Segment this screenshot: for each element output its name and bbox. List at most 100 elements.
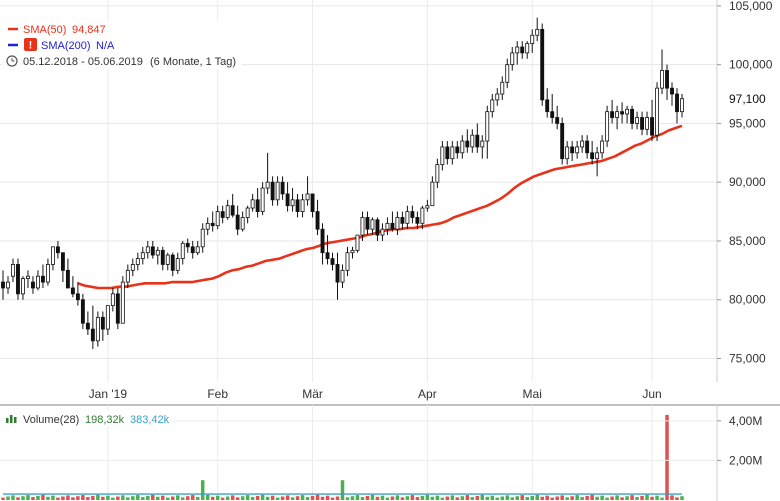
candle [150, 240, 155, 259]
volume-bar [385, 497, 390, 500]
volume-bar [530, 495, 534, 500]
volume-bar [410, 495, 415, 500]
candle-body-up [615, 111, 620, 118]
candle-body-down [280, 181, 285, 195]
sma50-line [77, 124, 683, 290]
volume-bar [195, 497, 200, 500]
volume-bar [136, 495, 140, 500]
volume-bar [640, 495, 644, 500]
volume-bar [190, 495, 195, 500]
candle [590, 141, 595, 165]
sma200-value: N/A [96, 40, 115, 52]
candle [535, 17, 540, 42]
candle [115, 287, 120, 330]
volume-bar [430, 496, 435, 500]
candle [560, 117, 565, 165]
volume-bar [445, 496, 450, 500]
sma200-label: SMA(200) [41, 40, 91, 52]
candle [390, 211, 395, 232]
candle-body-up [45, 264, 50, 283]
candle [280, 176, 285, 200]
candle [565, 141, 570, 165]
candle-body-down [665, 70, 669, 89]
candle-body-up [205, 222, 210, 230]
volume-bar [31, 497, 35, 500]
candle [435, 158, 440, 189]
candle-body-up [395, 217, 400, 230]
volume-legend-background [2, 411, 170, 427]
candle [375, 217, 380, 241]
candle-body-down [40, 275, 45, 283]
candle [605, 105, 610, 147]
volume-tick-label: 4,00M [729, 414, 762, 428]
volume-bar [420, 495, 425, 500]
candle [345, 246, 350, 277]
candle-body-down [375, 219, 380, 236]
candle-body-down [220, 211, 225, 218]
volume-bar [21, 496, 25, 500]
candle [245, 205, 250, 224]
volume-bar [81, 495, 85, 500]
candle [310, 193, 315, 218]
candle [480, 135, 485, 159]
candle [155, 246, 160, 265]
y-tick-label: 90,000 [729, 175, 766, 189]
candle-body-up [175, 258, 180, 271]
candle-body-up [470, 134, 475, 148]
candle [70, 276, 75, 298]
candle [430, 176, 435, 207]
candle [36, 270, 40, 291]
candle [580, 135, 585, 153]
volume-bar [171, 496, 175, 500]
candle [40, 264, 45, 288]
candle-body-up [345, 252, 350, 271]
candle-body-down [315, 211, 320, 230]
candle [275, 176, 280, 206]
candle-body-down [365, 217, 370, 230]
candle-body-down [185, 242, 190, 248]
candle-body-up [565, 146, 570, 160]
volume-bar [131, 496, 135, 500]
candle [270, 176, 275, 206]
volume-bar [635, 497, 639, 500]
candle [555, 105, 560, 130]
candle [665, 64, 669, 100]
candle-body-down [675, 93, 679, 113]
candle [325, 235, 330, 265]
candle [45, 258, 50, 286]
volume-bar [660, 497, 664, 500]
volume-bar [520, 495, 524, 500]
volume-bar [345, 497, 350, 500]
candle [85, 311, 90, 335]
candle [640, 111, 645, 136]
candle [180, 240, 185, 265]
candle [585, 135, 590, 159]
candle-body-up [105, 305, 110, 330]
volume-bar [265, 496, 270, 500]
volume-bar [490, 495, 495, 500]
candle-body-up [500, 81, 505, 95]
volume-bar [655, 495, 659, 500]
candle-body-down [570, 146, 575, 154]
candle [350, 246, 355, 259]
volume-bar [500, 496, 505, 500]
volume-bar [630, 495, 634, 500]
candle [630, 105, 635, 130]
candle [95, 311, 100, 347]
candle-body-down [620, 111, 625, 115]
volume-bar [76, 496, 80, 500]
candle-body-up [120, 281, 125, 324]
volume-bar [300, 495, 305, 500]
candle [65, 258, 70, 289]
volume-bar [111, 497, 115, 500]
clock-icon [6, 55, 18, 67]
candle [100, 311, 105, 341]
volume-bar [435, 495, 440, 500]
legend: SMA(50) 94,847 ! SMA(200) N/A 05.12.2018… [2, 20, 242, 69]
volume-bar [455, 497, 460, 500]
candle [660, 49, 664, 95]
candle [595, 146, 600, 177]
volume-bar [305, 497, 310, 500]
volume-bar [61, 496, 65, 500]
x-axis: Jan '19 Feb Mär Apr Mai Jun [89, 387, 662, 401]
